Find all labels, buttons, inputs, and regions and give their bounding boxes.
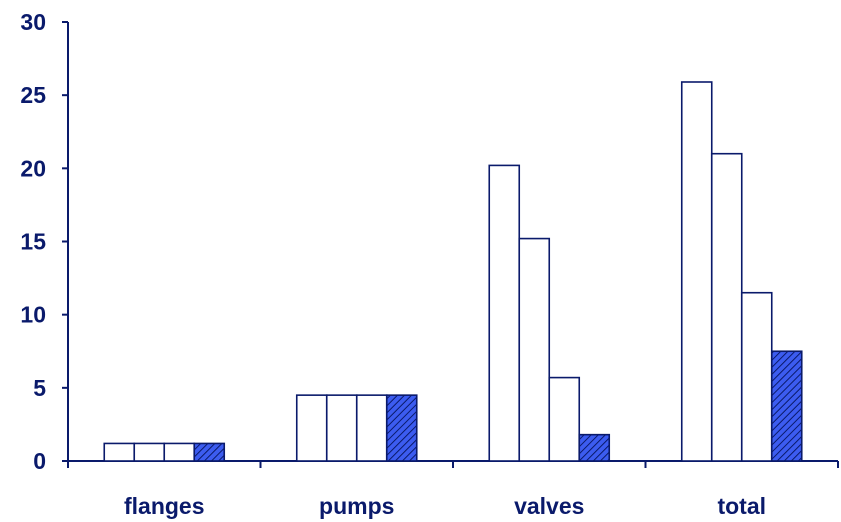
bar-pumps-3 — [355, 394, 388, 462]
y-tick-label: 5 — [33, 375, 46, 401]
y-axis: 0 5 10 15 20 25 30 — [20, 9, 69, 474]
bar-flanges-4 — [193, 442, 226, 462]
bars — [103, 81, 803, 462]
bar-valves-2 — [518, 237, 551, 462]
bar-flanges-1 — [103, 442, 136, 462]
bar-flanges-3 — [163, 442, 196, 462]
bar-pumps-2 — [325, 394, 358, 462]
bar-valves-4 — [578, 433, 611, 462]
y-tick-label: 25 — [20, 82, 46, 108]
y-tick-label: 20 — [20, 155, 46, 181]
y-tick-label: 15 — [20, 229, 46, 255]
y-tick-label: 0 — [33, 448, 46, 474]
x-axis: flanges pumps valves total — [66, 460, 839, 519]
x-category-label: pumps — [319, 493, 394, 519]
x-category-label: flanges — [124, 493, 205, 519]
bar-flanges-2 — [133, 442, 166, 462]
bar-total-2 — [710, 152, 743, 462]
y-tick-label: 30 — [20, 9, 46, 35]
bar-pumps-1 — [295, 394, 328, 462]
bar-total-3 — [740, 291, 773, 462]
bar-valves-3 — [548, 376, 581, 462]
bar-total-4 — [770, 350, 803, 462]
bar-total-1 — [680, 81, 713, 462]
y-tick-label: 10 — [20, 302, 46, 328]
x-category-label: total — [717, 493, 766, 519]
x-category-label: valves — [514, 493, 584, 519]
bar-pumps-4 — [385, 394, 418, 462]
bar-valves-1 — [488, 164, 521, 462]
